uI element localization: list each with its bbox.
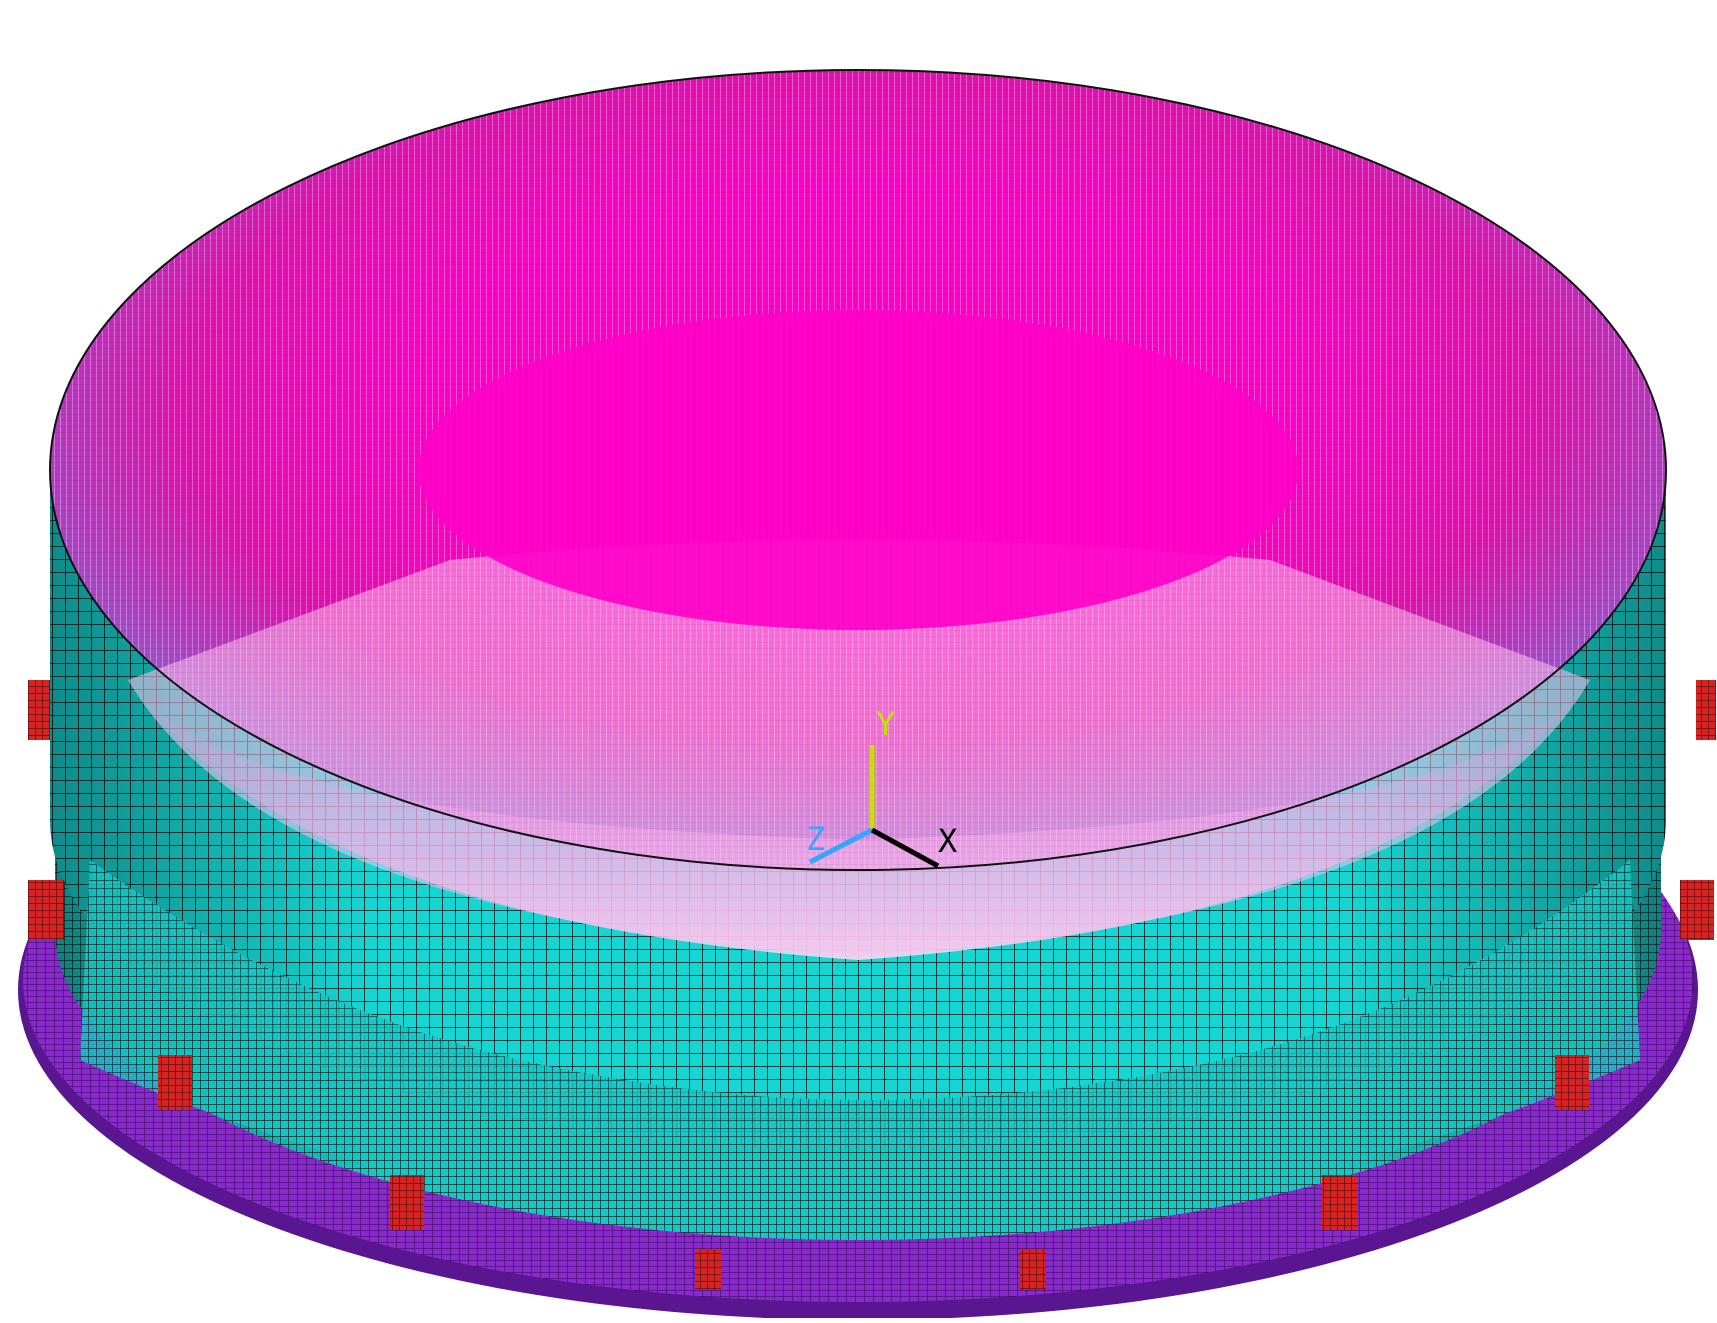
tank-roof [49, 69, 1667, 960]
axis-z-label: Z [806, 820, 825, 858]
support-blocks [28, 680, 1716, 1290]
coordinate-triad: Y Z X [806, 705, 957, 869]
axis-x-line [870, 827, 940, 869]
support-block [28, 680, 50, 740]
support-block [390, 1175, 424, 1230]
tank-wall [50, 470, 1666, 1232]
support-block [1680, 880, 1714, 940]
axis-y-label: Y [876, 705, 895, 743]
support-block [1020, 1250, 1046, 1290]
support-block [695, 1250, 721, 1290]
axis-z-line [808, 827, 874, 865]
support-block [158, 1055, 192, 1110]
support-block [28, 880, 64, 940]
axis-x-label: X [938, 822, 957, 860]
support-block [1322, 1175, 1358, 1230]
support-block [1696, 680, 1716, 740]
support-block [1555, 1055, 1589, 1110]
